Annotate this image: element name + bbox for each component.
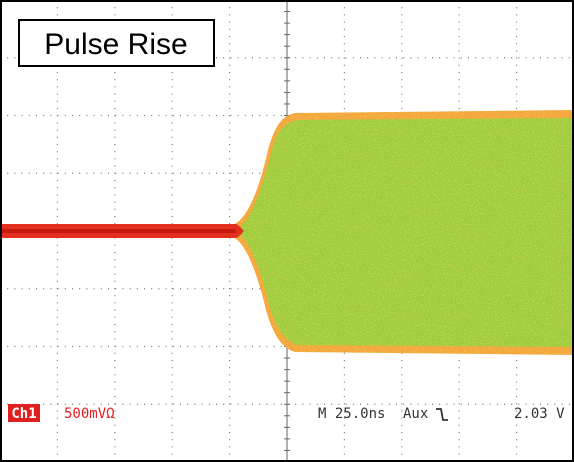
channel: Ch1 (11, 406, 36, 422)
timebase: M 25.0ns (318, 406, 385, 422)
oscilloscope-screen: Pulse Rise Ch1 500mVΩ M 25.0ns Aux 2.03 … (0, 0, 574, 462)
trigger-level: 2.03 V (514, 406, 565, 422)
baseline-core (0, 229, 236, 233)
channel-scale: 500mVΩ (64, 406, 115, 422)
trigger-source: Aux (403, 406, 428, 422)
title: Pulse Rise (44, 28, 187, 61)
